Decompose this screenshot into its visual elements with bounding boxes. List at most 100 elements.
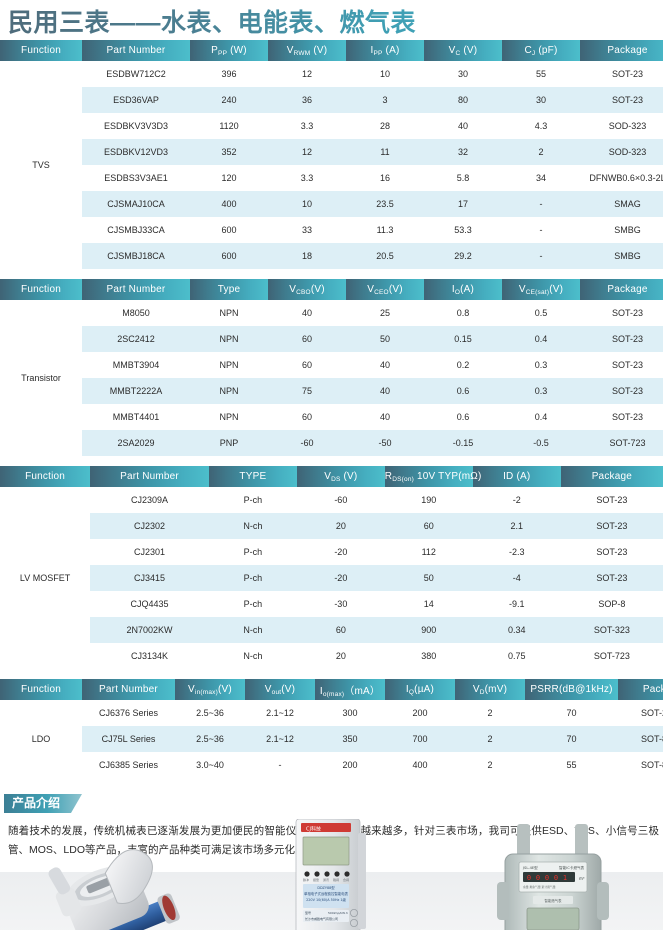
- table-cell: -0.15: [424, 430, 502, 456]
- table-cell: MMBT2222A: [82, 378, 190, 404]
- column-header: VCE(sat)(V): [502, 279, 580, 300]
- svg-text:型号: 型号: [305, 910, 311, 915]
- table-cell: SOT-23-3L: [640, 708, 663, 718]
- column-header: Part Number: [90, 466, 209, 487]
- column-header: IO(A): [424, 279, 502, 300]
- table-row: CJ6385 Series 3.0~40 - 200 400 2 55 SOT-89-3L: [0, 752, 663, 778]
- column-header: Part Number: [82, 679, 175, 700]
- table-cell: 17: [424, 191, 502, 217]
- table-cell: 2: [455, 726, 525, 752]
- table-cell: P-ch: [243, 547, 263, 557]
- table-cell: 18: [268, 243, 346, 269]
- table-cell: 34: [535, 173, 546, 183]
- table-cell: 5.8: [456, 173, 470, 183]
- column-header: Function: [0, 466, 91, 487]
- table-header-row: Function Part Number TYPE VDS (V) RDS(on) 10…: [0, 466, 663, 487]
- table-cell: 3.0~40: [196, 760, 224, 770]
- table-cell: 3.3: [300, 173, 314, 183]
- table-cell: 0.8: [456, 308, 470, 318]
- table-cell: SOD-323: [608, 121, 647, 131]
- table-cell: 40: [379, 412, 390, 422]
- table-cell: CJ2302: [90, 513, 209, 539]
- table-cell: 2.5~36: [175, 726, 245, 752]
- table-cell: 23.5: [346, 191, 424, 217]
- table-cell: -2.3: [508, 547, 525, 557]
- table-row: CJ75L Series2.5~362.1~12350700270SOT-89-…: [0, 726, 663, 752]
- table-header-row: Function Part Number PPP (W) VRWM (V) IPP (A…: [0, 40, 663, 61]
- table-cell: 352: [190, 139, 268, 165]
- table-cell: ESDBKV12VD3: [82, 139, 190, 165]
- column-header: Package: [580, 279, 663, 300]
- table-cell: 2: [502, 139, 580, 165]
- svg-text:脉冲: 脉冲: [303, 877, 309, 882]
- table-cell: SOT-23: [560, 565, 663, 591]
- table-cell: SOT-23: [580, 87, 663, 113]
- table-cell: PNP: [190, 430, 268, 456]
- svg-text:0: 0: [535, 874, 539, 882]
- table-cell: 60: [384, 513, 473, 539]
- table-row: MMBT4401 NPN 60 40 0.6 0.4 SOT-23: [0, 404, 663, 430]
- table-cell: 600: [221, 225, 237, 235]
- function-label-cell: Transistor: [0, 300, 82, 456]
- table-cell: MMBT3904: [112, 360, 160, 370]
- table-cell: 2.1~12: [245, 726, 315, 752]
- table-cell: 12: [301, 69, 312, 79]
- column-header: TYPE: [208, 466, 297, 487]
- table-cell: -0.5: [502, 430, 580, 456]
- table-cell: SOD-323: [580, 139, 663, 165]
- table-cell: 60: [301, 360, 312, 370]
- svg-text:智能IC卡燃气表: 智能IC卡燃气表: [559, 865, 585, 870]
- table-cell: NPN: [219, 360, 239, 370]
- svg-text:0: 0: [544, 874, 548, 882]
- column-header: Package: [618, 679, 663, 700]
- table-row: CJSMAJ10CA 400 10 23.5 17- SMAG: [0, 191, 663, 217]
- table-cell: SOT-723: [593, 651, 630, 661]
- table-cell: 112: [421, 547, 436, 557]
- table-row: Transistor M8050 NPN 40 25 0.8 0.5 SOT-23: [0, 300, 663, 456]
- table-cell: 600: [190, 243, 268, 269]
- column-header: VCBO(V): [268, 279, 346, 300]
- table-cell: SOT-23: [596, 547, 628, 557]
- table-cell: 2: [487, 760, 493, 770]
- table-cell: 12: [268, 139, 346, 165]
- table-cell: -: [539, 225, 543, 235]
- table-cell: 1120: [219, 121, 239, 131]
- table-cell: 70: [525, 726, 618, 752]
- table-cell: 0.4: [502, 326, 580, 352]
- spec-table-tvs: Function Part Number PPP (W) VRWM (V) IPP (A…: [0, 40, 663, 269]
- table-cell: SMAG: [580, 191, 663, 217]
- spec-table-lv-mosfet: Function Part Number TYPE VDS (V) RDS(on) 10…: [0, 466, 663, 669]
- table-row: LV MOSFET CJ2309A P-ch -60 190 -2 SOT-23: [0, 487, 663, 669]
- column-header: Type: [190, 279, 268, 300]
- table-cell: 300: [342, 708, 358, 718]
- table-row: ESDBKV12VD3 352 12 11 32 2 SOD-323: [0, 139, 663, 165]
- table-cell: 3.3: [300, 121, 314, 131]
- svg-text:DDZY88型: DDZY88型: [317, 885, 335, 890]
- column-header: IQ(µA): [385, 679, 455, 700]
- table-cell: 29.2: [424, 243, 502, 269]
- column-header: Part Number: [82, 40, 190, 61]
- column-header: VCEO(V): [346, 279, 424, 300]
- column-header: PSRR(dB@1kHz): [525, 679, 618, 700]
- table-row: ESDBKV3V3D3 1120 3.3 28 40 4.3 SOD-323: [0, 113, 663, 139]
- table-cell: CJ2309A: [131, 495, 169, 505]
- svg-text:智能燃气表: 智能燃气表: [544, 898, 562, 903]
- table-cell: 2.5~36: [196, 708, 224, 718]
- table-cell: 0.75: [507, 651, 526, 661]
- table-cell: 32: [424, 139, 502, 165]
- svg-text:0: 0: [526, 874, 530, 882]
- page-title: 民用三表——水表、电能表、燃气表: [0, 0, 663, 40]
- table-row: ESDBS3V3AE1 120 3.3 16 5.8 34 DFNWB0.6×0.3-2L: [0, 165, 663, 191]
- table-cell: 400: [190, 191, 268, 217]
- table-cell: 190: [421, 495, 437, 505]
- column-header: VD(mV): [455, 679, 525, 700]
- table-cell: NPN: [190, 326, 268, 352]
- table-cell: SOT-23: [611, 412, 643, 422]
- table-cell: 80: [424, 87, 502, 113]
- table-cell: 55: [566, 760, 577, 770]
- column-header: IPP (A): [346, 40, 424, 61]
- table-cell: 0.4: [534, 412, 548, 422]
- table-cell: N-ch: [208, 617, 297, 643]
- table-cell: 0.6: [456, 412, 470, 422]
- product-intro-paragraph: 随着技术的发展，传统机械表已逐渐发展为更加便民的智能仪表，且种类也越来越多，针对…: [8, 825, 659, 856]
